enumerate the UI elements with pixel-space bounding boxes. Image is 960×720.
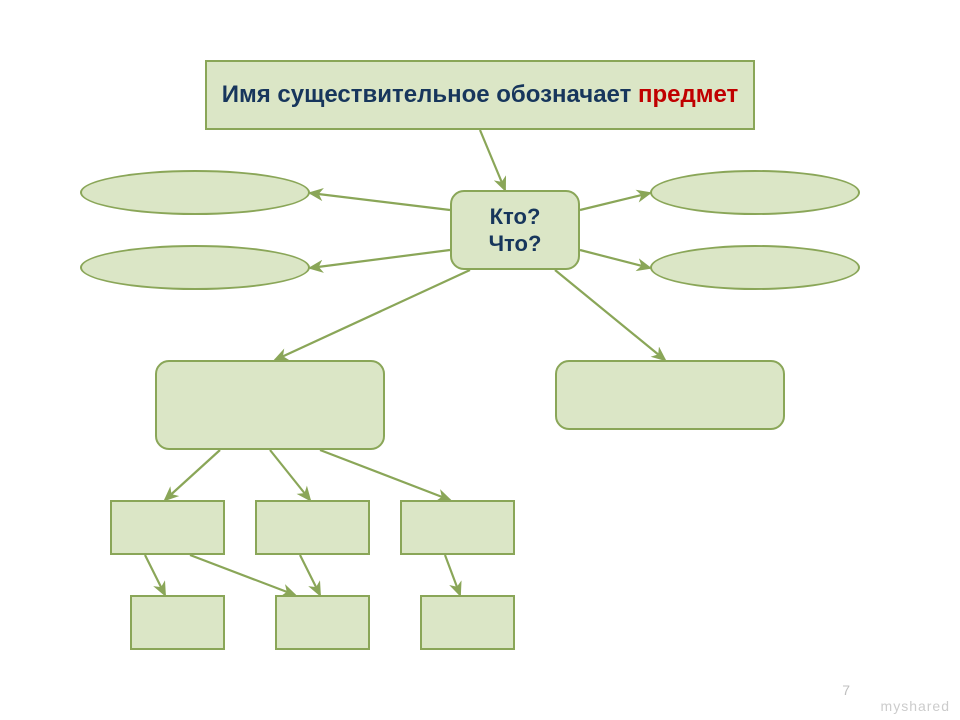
row3-box-c xyxy=(400,500,515,555)
ellipse-bottom-right xyxy=(650,245,860,290)
center-label: Кто?Что? xyxy=(489,203,542,258)
center-node: Кто?Что? xyxy=(450,190,580,270)
mid-right-box xyxy=(555,360,785,430)
title-highlight: предмет xyxy=(638,81,738,108)
page-number: 7 xyxy=(842,682,850,698)
title-text: Имя существительное обозначает предмет xyxy=(222,81,739,109)
mid-left-box xyxy=(155,360,385,450)
ellipse-top-left xyxy=(80,170,310,215)
row4-box-c xyxy=(420,595,515,650)
row4-box-a xyxy=(130,595,225,650)
ellipse-bottom-left xyxy=(80,245,310,290)
title-box: Имя существительное обозначает предмет xyxy=(205,60,755,130)
ellipse-top-right xyxy=(650,170,860,215)
title-prefix: Имя существительное обозначает xyxy=(222,81,638,108)
watermark: myshared xyxy=(881,698,950,714)
row4-box-b xyxy=(275,595,370,650)
row3-box-a xyxy=(110,500,225,555)
row3-box-b xyxy=(255,500,370,555)
